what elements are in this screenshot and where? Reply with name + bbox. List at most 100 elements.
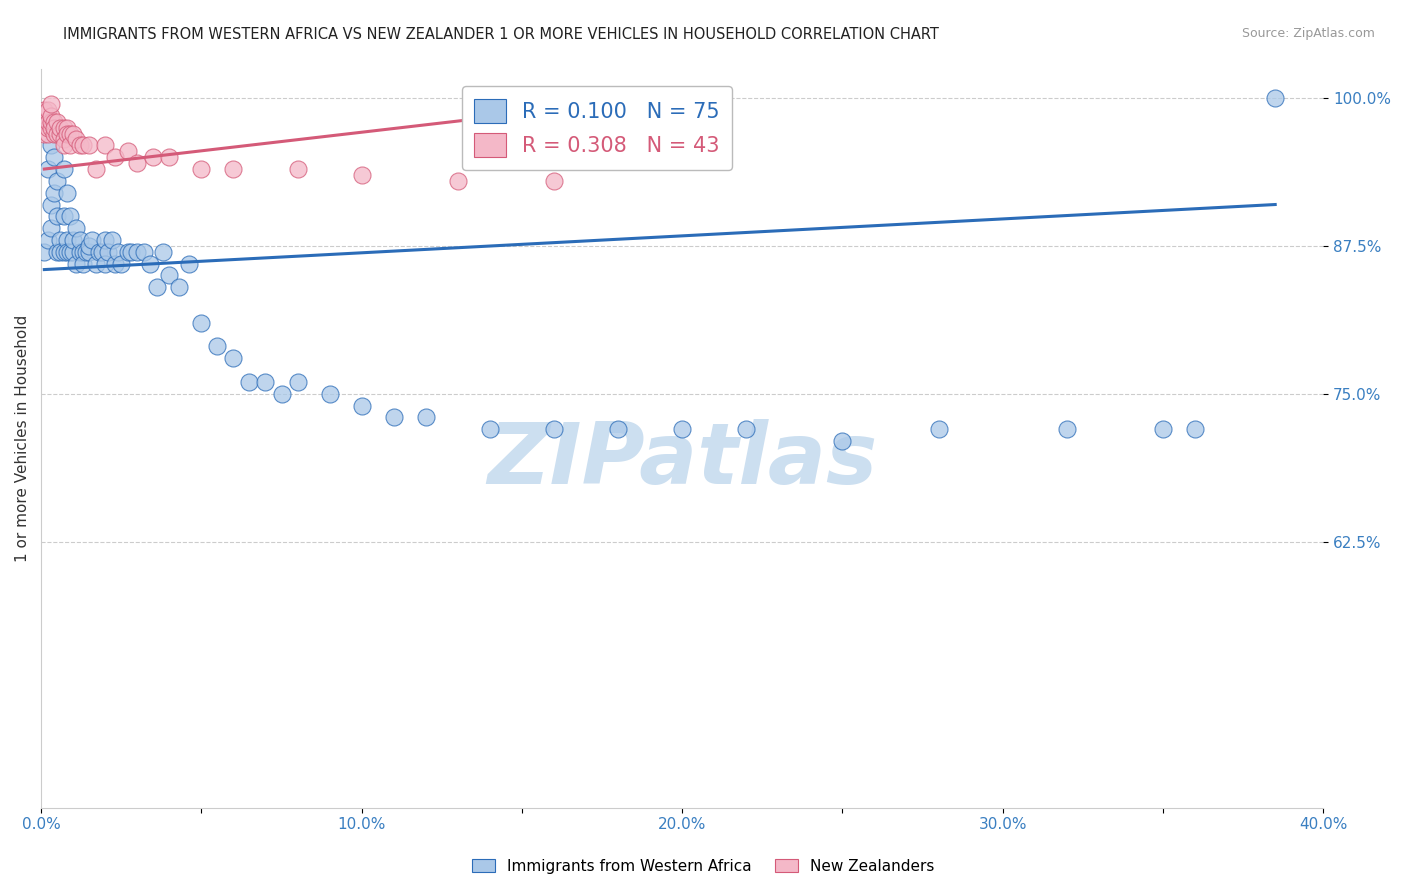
Point bbox=[52, 132, 75, 146]
Point bbox=[543, 422, 565, 436]
Point bbox=[69, 138, 91, 153]
Point bbox=[157, 268, 180, 283]
Point bbox=[62, 244, 84, 259]
Point bbox=[447, 174, 470, 188]
Point bbox=[72, 138, 94, 153]
Point bbox=[77, 244, 100, 259]
Point bbox=[222, 351, 245, 366]
Point bbox=[69, 233, 91, 247]
Text: IMMIGRANTS FROM WESTERN AFRICA VS NEW ZEALANDER 1 OR MORE VEHICLES IN HOUSEHOLD : IMMIGRANTS FROM WESTERN AFRICA VS NEW ZE… bbox=[63, 27, 939, 42]
Point bbox=[49, 233, 72, 247]
Point bbox=[65, 132, 87, 146]
Point bbox=[52, 210, 75, 224]
Point bbox=[207, 339, 229, 353]
Point bbox=[100, 233, 122, 247]
Point bbox=[46, 210, 69, 224]
Y-axis label: 1 or more Vehicles in Household: 1 or more Vehicles in Household bbox=[15, 315, 30, 562]
Point bbox=[928, 422, 950, 436]
Point bbox=[49, 120, 72, 135]
Point bbox=[84, 162, 107, 177]
Point bbox=[1152, 422, 1174, 436]
Point bbox=[39, 114, 62, 128]
Point bbox=[177, 257, 200, 271]
Point bbox=[37, 120, 59, 135]
Point bbox=[735, 422, 758, 436]
Point bbox=[152, 244, 174, 259]
Point bbox=[127, 244, 149, 259]
Point bbox=[72, 257, 94, 271]
Point bbox=[104, 257, 127, 271]
Point bbox=[75, 244, 97, 259]
Point bbox=[59, 138, 82, 153]
Point bbox=[84, 257, 107, 271]
Point bbox=[39, 97, 62, 112]
Point bbox=[238, 375, 260, 389]
Point bbox=[415, 410, 437, 425]
Point bbox=[34, 127, 56, 141]
Point bbox=[46, 174, 69, 188]
Point bbox=[139, 257, 162, 271]
Point bbox=[82, 233, 104, 247]
Point bbox=[132, 244, 155, 259]
Point bbox=[107, 244, 129, 259]
Legend: R = 0.100   N = 75, R = 0.308   N = 43: R = 0.100 N = 75, R = 0.308 N = 43 bbox=[461, 87, 733, 169]
Point bbox=[39, 221, 62, 235]
Point bbox=[190, 162, 212, 177]
Point bbox=[59, 210, 82, 224]
Point bbox=[287, 375, 309, 389]
Point bbox=[62, 233, 84, 247]
Point bbox=[55, 120, 77, 135]
Point bbox=[127, 156, 149, 170]
Point bbox=[65, 221, 87, 235]
Point bbox=[65, 257, 87, 271]
Point bbox=[97, 244, 120, 259]
Point bbox=[91, 244, 114, 259]
Point bbox=[607, 422, 630, 436]
Point bbox=[52, 138, 75, 153]
Point bbox=[46, 127, 69, 141]
Point bbox=[46, 244, 69, 259]
Point bbox=[478, 422, 501, 436]
Point bbox=[37, 233, 59, 247]
Point bbox=[671, 422, 693, 436]
Point bbox=[1264, 91, 1286, 105]
Point bbox=[157, 150, 180, 164]
Point bbox=[34, 244, 56, 259]
Point bbox=[42, 150, 65, 164]
Point bbox=[46, 114, 69, 128]
Point bbox=[59, 127, 82, 141]
Point bbox=[77, 239, 100, 253]
Point bbox=[1184, 422, 1206, 436]
Point bbox=[37, 162, 59, 177]
Point bbox=[543, 174, 565, 188]
Point bbox=[190, 316, 212, 330]
Point bbox=[37, 114, 59, 128]
Text: ZIPatlas: ZIPatlas bbox=[486, 418, 877, 502]
Point bbox=[55, 233, 77, 247]
Point bbox=[254, 375, 277, 389]
Text: Source: ZipAtlas.com: Source: ZipAtlas.com bbox=[1241, 27, 1375, 40]
Point bbox=[42, 186, 65, 200]
Point bbox=[55, 244, 77, 259]
Point bbox=[69, 244, 91, 259]
Point bbox=[42, 120, 65, 135]
Point bbox=[117, 244, 139, 259]
Point bbox=[120, 244, 142, 259]
Point bbox=[39, 120, 62, 135]
Point bbox=[37, 103, 59, 117]
Point bbox=[62, 127, 84, 141]
Point bbox=[142, 150, 165, 164]
Point bbox=[382, 410, 405, 425]
Point bbox=[59, 244, 82, 259]
Point bbox=[52, 162, 75, 177]
Point bbox=[94, 257, 117, 271]
Point bbox=[55, 127, 77, 141]
Point bbox=[270, 386, 292, 401]
Point bbox=[110, 257, 132, 271]
Point bbox=[34, 103, 56, 117]
Point bbox=[87, 244, 110, 259]
Point bbox=[39, 138, 62, 153]
Point bbox=[39, 197, 62, 211]
Point bbox=[55, 186, 77, 200]
Point bbox=[318, 386, 340, 401]
